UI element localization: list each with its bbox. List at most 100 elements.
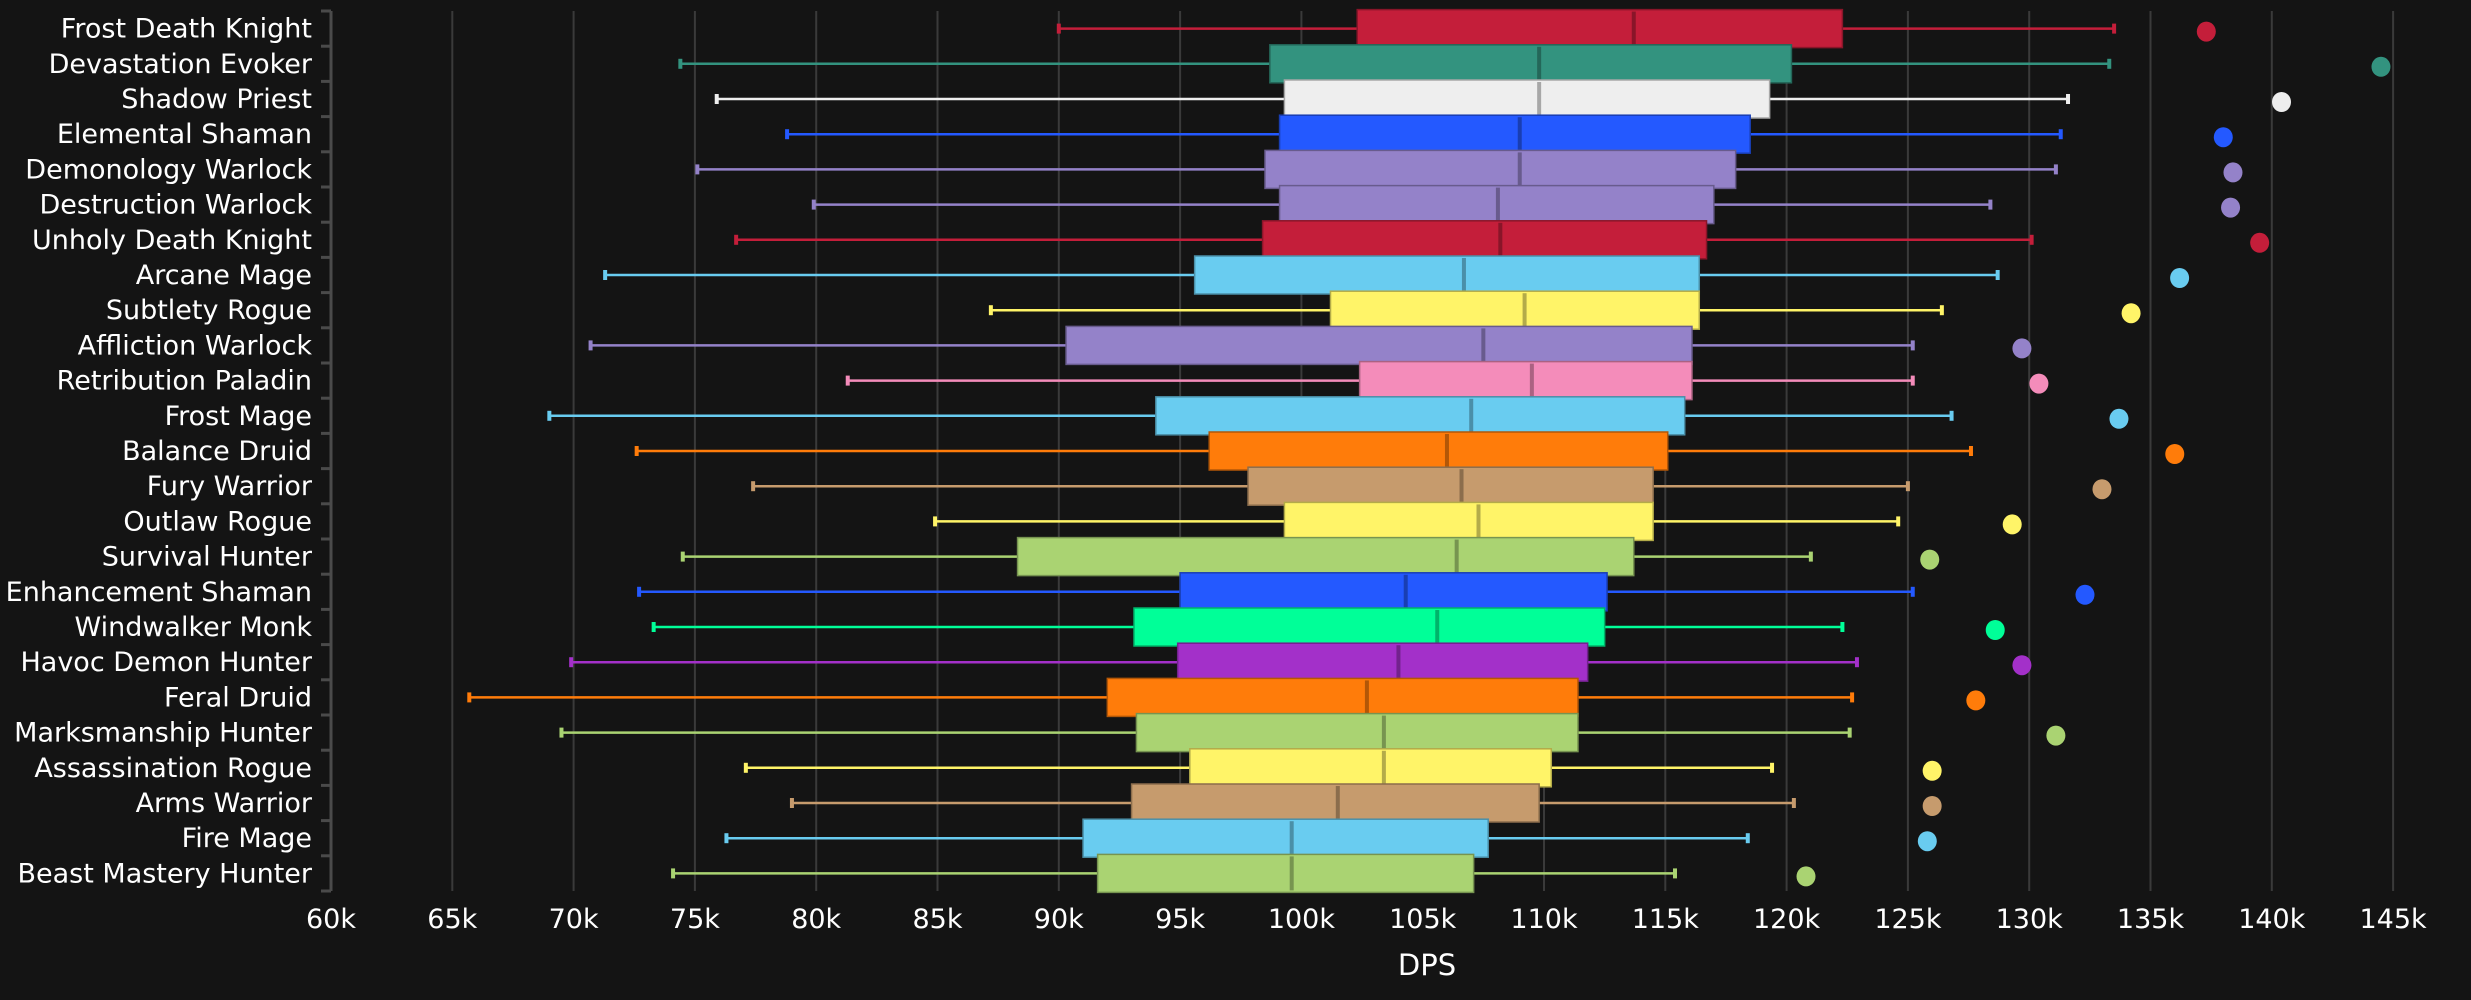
boxplot-arms-warrior bbox=[789, 783, 1942, 823]
outlier-point bbox=[2221, 197, 2241, 218]
whisker-cap-high bbox=[1847, 727, 1852, 738]
boxplot-windwalker-monk bbox=[651, 607, 2005, 647]
outlier-point bbox=[2075, 584, 2095, 605]
median-line bbox=[1495, 187, 1500, 222]
iqr-box bbox=[1082, 818, 1489, 858]
category-label: Marksmanship Hunter bbox=[14, 718, 313, 749]
boxplot-arcane-mage bbox=[603, 255, 2190, 295]
boxplot-destruction-warlock bbox=[811, 184, 2241, 225]
outlier-point bbox=[2012, 338, 2032, 359]
whisker-cap-high bbox=[1968, 446, 1973, 456]
whisker-cap-high bbox=[1995, 270, 2000, 280]
boxplot-demonology-warlock bbox=[695, 149, 2243, 190]
whisker-cap-high bbox=[2058, 129, 2063, 140]
category-label: Balance Druid bbox=[122, 436, 312, 467]
median-line bbox=[1381, 715, 1386, 750]
x-tick-label: 125k bbox=[1874, 904, 1942, 935]
whisker-cap-low bbox=[1056, 23, 1061, 34]
category-label: Affliction Warlock bbox=[78, 330, 313, 361]
boxplot-retribution-paladin bbox=[845, 360, 2049, 401]
iqr-box bbox=[1176, 642, 1589, 682]
whisker-cap-high bbox=[1896, 516, 1901, 527]
x-axis-title: DPS bbox=[1398, 948, 1456, 982]
boxplot-outlaw-rogue bbox=[933, 501, 2022, 542]
iqr-box bbox=[1283, 501, 1654, 542]
x-tick-label: 105k bbox=[1389, 904, 1457, 935]
whisker-cap-high bbox=[1850, 692, 1855, 703]
category-label: Arcane Mage bbox=[136, 260, 312, 291]
boxplot-shadow-priest bbox=[714, 79, 2292, 119]
outlier-point bbox=[2092, 479, 2112, 500]
x-tick-label: 90k bbox=[1034, 904, 1084, 935]
x-tick-label: 65k bbox=[427, 904, 477, 935]
iqr-box bbox=[1135, 712, 1579, 753]
median-line bbox=[1435, 610, 1440, 644]
outlier-point bbox=[1796, 866, 1816, 887]
x-tick-label: 140k bbox=[2238, 904, 2306, 935]
category-label: Shadow Priest bbox=[121, 84, 312, 115]
category-label: Windwalker Monk bbox=[74, 612, 312, 643]
boxplot-unholy-death-knight bbox=[734, 220, 2270, 260]
outlier-point bbox=[1920, 549, 1940, 570]
whisker-cap-high bbox=[1910, 375, 1915, 386]
iqr-box bbox=[1133, 607, 1606, 647]
median-line bbox=[1498, 222, 1503, 257]
median-line bbox=[1335, 786, 1340, 820]
outlier-point bbox=[1917, 831, 1937, 852]
boxplots bbox=[467, 8, 2391, 894]
boxplot-subtlety-rogue bbox=[988, 290, 2141, 330]
median-line bbox=[1289, 821, 1294, 856]
boxplot-marksmanship-hunter bbox=[559, 712, 2066, 753]
whisker-cap-low bbox=[651, 622, 656, 632]
outlier-point bbox=[2109, 408, 2129, 429]
whisker-cap-high bbox=[1910, 340, 1915, 351]
iqr-box bbox=[1269, 44, 1793, 84]
median-line bbox=[1537, 82, 1542, 116]
outlier-point bbox=[1922, 760, 1942, 781]
whisker-cap-high bbox=[1949, 410, 1954, 421]
whisker-cap-low bbox=[933, 516, 938, 527]
category-label: Frost Mage bbox=[165, 401, 312, 432]
whisker-cap-high bbox=[2029, 234, 2034, 245]
category-label: Destruction Warlock bbox=[39, 190, 312, 221]
outlier-point bbox=[2213, 127, 2233, 148]
x-tick-label: 80k bbox=[791, 904, 841, 935]
whisker-cap-high bbox=[1910, 586, 1915, 597]
iqr-box bbox=[1264, 149, 1737, 190]
category-label: Devastation Evoker bbox=[49, 49, 313, 80]
boxplot-havoc-demon-hunter bbox=[569, 642, 2032, 682]
iqr-box bbox=[1358, 360, 1693, 401]
iqr-box bbox=[1261, 220, 1708, 260]
whisker-cap-low bbox=[671, 868, 676, 879]
iqr-box bbox=[1278, 114, 1751, 154]
median-line bbox=[1461, 258, 1466, 292]
iqr-box bbox=[1283, 79, 1771, 119]
outlier-point bbox=[2371, 56, 2391, 77]
whisker-cap-low bbox=[569, 657, 574, 668]
whisker-cap-high bbox=[1808, 551, 1813, 562]
boxplot-devastation-evoker bbox=[678, 44, 2391, 84]
x-tick-label: 120k bbox=[1753, 904, 1821, 935]
x-tick-labels: 60k 65k 70k 75k 80k 85k 90k 95k 100k 105k 110k 115k… bbox=[306, 904, 2427, 935]
outlier-point bbox=[2170, 268, 2190, 288]
iqr-box bbox=[1329, 290, 1701, 330]
iqr-box bbox=[1065, 325, 1693, 366]
iqr-box bbox=[1208, 431, 1669, 471]
boxplot-balance-druid bbox=[634, 431, 2185, 471]
whisker-cap-low bbox=[637, 586, 642, 597]
whisker-cap-high bbox=[1939, 305, 1944, 316]
x-tick-label: 70k bbox=[549, 904, 599, 935]
outlier-point bbox=[2046, 725, 2066, 746]
whisker-cap-high bbox=[1770, 762, 1775, 773]
whisker-cap-low bbox=[743, 762, 748, 773]
median-line bbox=[1537, 46, 1542, 81]
x-tick-label: 145k bbox=[2360, 904, 2428, 935]
median-line bbox=[1481, 328, 1486, 363]
whisker-cap-low bbox=[695, 164, 700, 175]
outlier-point bbox=[2272, 92, 2292, 112]
category-label: Elemental Shaman bbox=[57, 119, 312, 150]
iqr-box bbox=[1155, 396, 1686, 436]
whisker-cap-low bbox=[789, 798, 794, 808]
category-label: Frost Death Knight bbox=[61, 14, 312, 45]
